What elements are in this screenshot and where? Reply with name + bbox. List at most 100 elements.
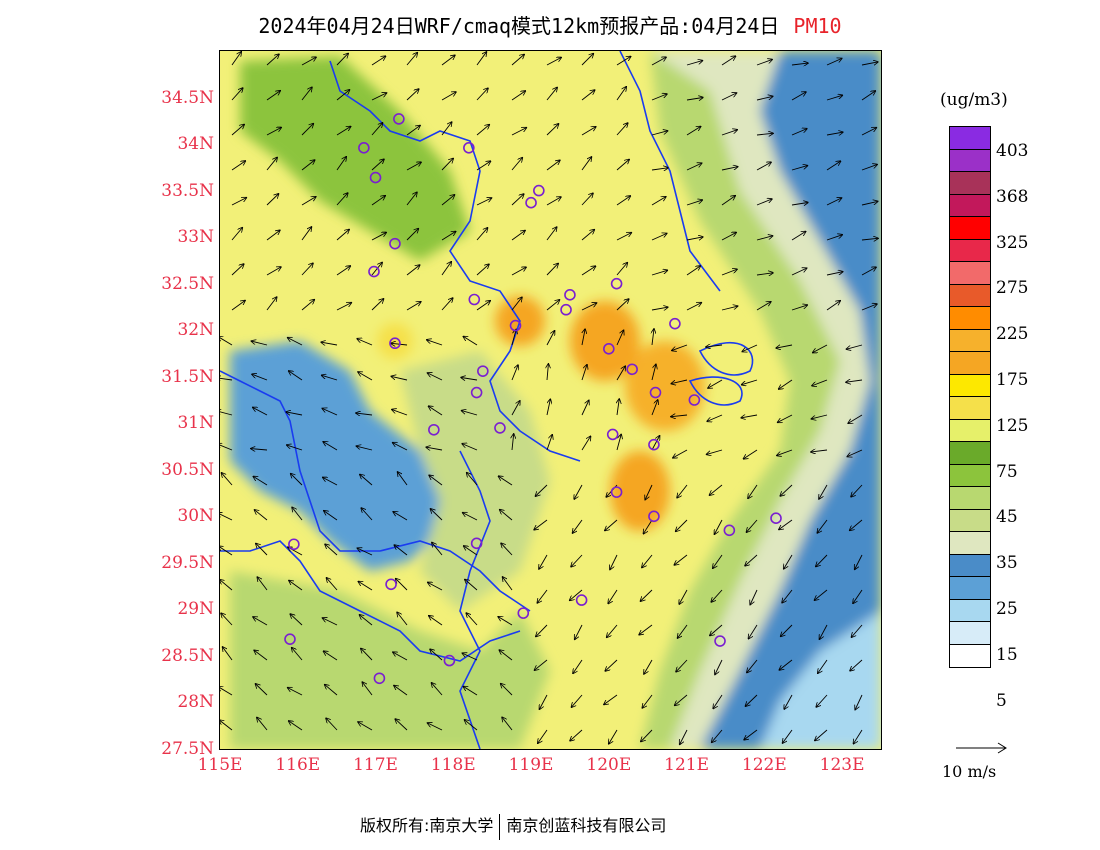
wind-arrow [783, 729, 793, 743]
wind-arrow [231, 264, 244, 276]
wind-arrow [582, 329, 585, 346]
map-panel [219, 50, 882, 750]
wind-arrow [819, 484, 828, 499]
wind-arrow [327, 578, 338, 591]
wind-arrow [231, 198, 246, 206]
wind-arrow [686, 61, 702, 66]
wind-arrow [855, 694, 863, 710]
lat-tick-label: 30.5N [161, 459, 214, 480]
wind-arrow [220, 337, 233, 346]
wind-arrow [861, 267, 876, 276]
wind-arrow [708, 379, 723, 388]
wind-arrow [231, 88, 243, 101]
wind-arrow [501, 684, 513, 696]
wind-arrow [826, 235, 842, 241]
wind-arrow [813, 344, 828, 353]
wind-arrow [581, 365, 587, 381]
wind-arrow [429, 475, 443, 486]
wind-arrow [427, 340, 443, 346]
wind-arrow [855, 554, 863, 569]
wind-arrow [336, 230, 349, 241]
wind-arrow [286, 412, 303, 415]
legend-tick-label: 275 [996, 278, 1029, 299]
lon-tick-label: 120E [586, 755, 632, 775]
station-marker [470, 537, 483, 550]
hotspot-shanghai [625, 341, 705, 431]
lat-tick-label: 32.5N [161, 273, 214, 294]
wind-arrow [511, 194, 524, 206]
wind-arrow [432, 543, 443, 556]
wind-arrow [616, 160, 629, 171]
wind-arrow [616, 330, 624, 346]
wind-arrow [546, 197, 561, 206]
wind-arrow [288, 688, 303, 696]
wind-arrow [686, 163, 702, 171]
low-region-west [230, 341, 460, 571]
wind-arrow [750, 589, 758, 605]
wind-arrow [676, 519, 688, 531]
wind-arrow [748, 484, 758, 498]
wind-arrow [747, 519, 758, 532]
station-marker [688, 394, 701, 406]
wind-arrow [231, 52, 241, 66]
wind-arrow [358, 372, 373, 381]
lat-tick-label: 29N [177, 599, 214, 620]
wind-arrow [290, 614, 303, 626]
wind-arrow [535, 659, 548, 670]
wind-arrow [604, 694, 618, 704]
station-marker [669, 317, 681, 330]
coastal-green [640, 51, 840, 749]
wind-arrow [608, 589, 618, 603]
wind-arrow [336, 127, 351, 136]
legend-tick-label: 368 [996, 186, 1029, 207]
wind-arrow [546, 399, 550, 416]
wind-arrow [476, 125, 489, 136]
wind-arrow [538, 729, 548, 743]
wind-arrow [336, 157, 346, 171]
wind-arrow [512, 434, 514, 451]
legend-tick-label: 35 [996, 553, 1018, 574]
wind-arrow [220, 411, 233, 416]
wind-arrow [426, 447, 443, 450]
wind-arrow [428, 373, 443, 381]
wind-arrow [502, 717, 513, 731]
wind-arrow [266, 54, 279, 66]
legend-swatch [950, 127, 990, 150]
wind-arrow [441, 92, 456, 101]
wind-arrow [336, 90, 349, 101]
wind-arrow [288, 338, 303, 346]
wind-arrow [223, 647, 233, 661]
wind-arrow [476, 198, 491, 206]
wind-arrow [617, 399, 619, 416]
wind-arrow [639, 624, 653, 635]
wind-arrow [605, 519, 618, 530]
wind-arrow [581, 127, 596, 136]
wind-arrow [325, 685, 338, 696]
wind-arrow [791, 166, 807, 171]
lat-tick-label: 28.5N [161, 645, 214, 666]
wind-arrow [301, 87, 312, 101]
legend-tick-label: 25 [996, 599, 1018, 619]
wind-arrow [610, 554, 618, 569]
wind-arrow [651, 57, 666, 66]
wind-arrow [742, 344, 758, 352]
wind-arrow [847, 449, 863, 457]
wind-arrow [712, 729, 723, 742]
wind-arrow [406, 53, 417, 66]
wind-arrow [511, 128, 526, 136]
legend-swatch [950, 307, 990, 330]
wind-arrow [546, 124, 559, 136]
wind-arrow [707, 414, 723, 421]
wind-arrow [511, 158, 522, 171]
wind-arrow [826, 132, 843, 135]
wind-arrow [476, 88, 488, 101]
wind-arrow [676, 659, 688, 672]
wind-arrow [322, 408, 338, 416]
wind-arrow [511, 365, 518, 381]
footer-divider [499, 813, 501, 840]
wind-arrow [336, 303, 351, 311]
wind-arrow [713, 694, 723, 708]
wind-arrow [476, 228, 487, 241]
station-marker [368, 265, 380, 278]
legend-swatch [950, 487, 990, 510]
